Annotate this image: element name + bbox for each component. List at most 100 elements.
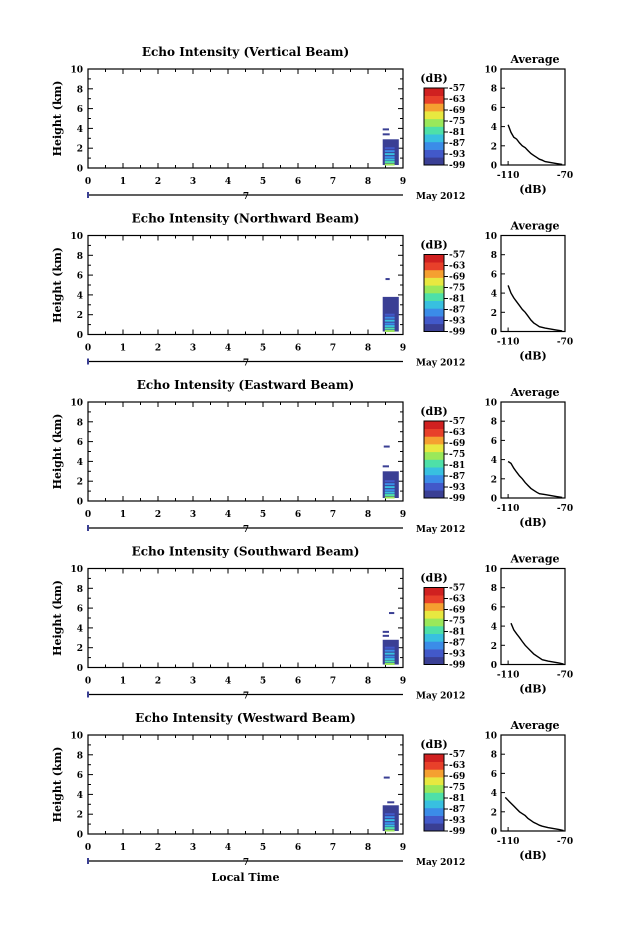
x-tick-label: 0 — [85, 677, 91, 687]
colorbar-tick-label: -87 — [449, 472, 465, 482]
colorbar-label: (dB) — [420, 239, 447, 252]
colorbar-segment — [424, 95, 444, 104]
x-tick-label: 6 — [295, 344, 301, 354]
echo-band — [384, 494, 395, 497]
echo-band — [384, 153, 395, 156]
panel-title: Echo Intensity (Southward Beam) — [132, 545, 360, 559]
colorbar-segment — [424, 649, 444, 658]
average-profile-line — [504, 796, 564, 832]
average-y-tick-label: 2 — [491, 309, 497, 319]
colorbar-segment — [424, 316, 444, 325]
y-tick-label: 2 — [77, 311, 83, 321]
colorbar-tick-label: -87 — [449, 639, 465, 649]
colorbar-tick-label: -63 — [449, 761, 465, 771]
x-tick-label: 6 — [295, 177, 301, 187]
average-frame — [500, 68, 566, 166]
colorbar-tick-label: -63 — [449, 262, 465, 272]
colorbar-tick-label: -57 — [449, 584, 465, 594]
echo-band — [384, 489, 395, 492]
average-y-tick-label: 10 — [484, 732, 497, 742]
colorbar-segment — [424, 157, 444, 166]
colorbar-segment — [424, 769, 444, 778]
x-tick-label: 9 — [400, 177, 406, 187]
colorbar-segment — [424, 277, 444, 286]
colorbar-segment — [424, 610, 444, 619]
y-tick-label: 8 — [77, 418, 83, 428]
echo-band — [384, 486, 395, 489]
echo-band — [384, 827, 395, 830]
average-y-tick-label: 6 — [491, 437, 497, 447]
colorbar-label: (dB) — [420, 405, 447, 418]
y-tick-label: 4 — [77, 458, 83, 468]
colorbar-tick-label: -99 — [449, 161, 465, 171]
y-axis-label: Height (km) — [51, 247, 64, 323]
x-tick-label: 2 — [155, 677, 161, 687]
date-label: May 2012 — [416, 192, 465, 202]
panel-5: Echo Intensity (Westward Beam) Height (km… — [51, 711, 573, 884]
panel-3: Echo Intensity (Eastward Beam) Height (km… — [51, 378, 573, 535]
average-y-tick-label: 4 — [491, 623, 497, 633]
colorbar-segment — [424, 761, 444, 770]
x-tick-label: 3 — [190, 677, 196, 687]
y-tick-label: 4 — [77, 624, 83, 634]
day-label: 7 — [243, 525, 249, 535]
y-tick-label: 0 — [77, 831, 83, 841]
colorbar-segment — [424, 587, 444, 596]
colorbar-tick-label: -93 — [449, 150, 465, 160]
echo-band — [384, 663, 395, 666]
average-y-tick-label: 8 — [491, 584, 497, 594]
colorbar-segment — [424, 641, 444, 650]
y-tick-label: 0 — [77, 331, 83, 341]
average-x-tick-label: -110 — [497, 837, 520, 847]
average-x-tick-label: -70 — [557, 171, 573, 181]
echo-band — [384, 313, 395, 316]
panel-4: Echo Intensity (Southward Beam) Height (k… — [51, 545, 573, 702]
colorbar-tick-label: -57 — [449, 251, 465, 261]
x-tick-label: 0 — [85, 177, 91, 187]
colorbar-segment — [424, 103, 444, 112]
x-tick-label: 3 — [190, 843, 196, 853]
x-tick-label: 2 — [155, 344, 161, 354]
echo-band — [384, 816, 395, 819]
y-axis-label: Height (km) — [51, 580, 64, 656]
average-frame — [500, 234, 566, 333]
colorbar-segment — [424, 421, 444, 429]
colorbar-segment — [424, 602, 444, 611]
average-x-label: (dB) — [519, 849, 546, 862]
x-tick-label: 2 — [155, 177, 161, 187]
colorbar-segment — [424, 754, 444, 762]
y-tick-label: 2 — [77, 145, 83, 155]
x-tick-label: 3 — [190, 510, 196, 520]
average-title: Average — [509, 553, 559, 566]
x-tick-label: 3 — [190, 177, 196, 187]
x-axis-label: Local Time — [212, 871, 280, 884]
colorbar-tick-label: -81 — [449, 794, 465, 804]
x-tick-label: 6 — [295, 677, 301, 687]
average-y-tick-label: 8 — [491, 85, 497, 95]
day-label: 7 — [243, 192, 249, 202]
x-tick-label: 7 — [330, 843, 336, 853]
average-profile-line — [510, 622, 564, 665]
colorbar-segment — [424, 800, 444, 809]
average-y-tick-label: 4 — [491, 456, 497, 466]
average-title: Average — [509, 386, 559, 399]
colorbar-frame — [423, 753, 445, 832]
colorbar-segment — [424, 777, 444, 786]
average-y-tick-label: 6 — [491, 603, 497, 613]
colorbar-tick-label: -75 — [449, 117, 465, 127]
echo-band — [384, 491, 395, 494]
echo-band — [384, 649, 395, 652]
x-tick-label: 7 — [330, 177, 336, 187]
y-tick-label: 6 — [77, 438, 83, 448]
average-x-label: (dB) — [519, 516, 546, 529]
average-x-tick-label: -70 — [557, 338, 573, 348]
x-tick-label: 9 — [400, 677, 406, 687]
plot-frame — [87, 401, 404, 502]
panel-title: Echo Intensity (Vertical Beam) — [142, 45, 349, 59]
x-tick-label: 1 — [120, 344, 126, 354]
colorbar-segment — [424, 262, 444, 271]
x-tick-label: 4 — [225, 843, 231, 853]
echo-band — [384, 327, 395, 330]
average-x-tick-label: -110 — [497, 338, 520, 348]
colorbar-segment — [424, 656, 444, 665]
